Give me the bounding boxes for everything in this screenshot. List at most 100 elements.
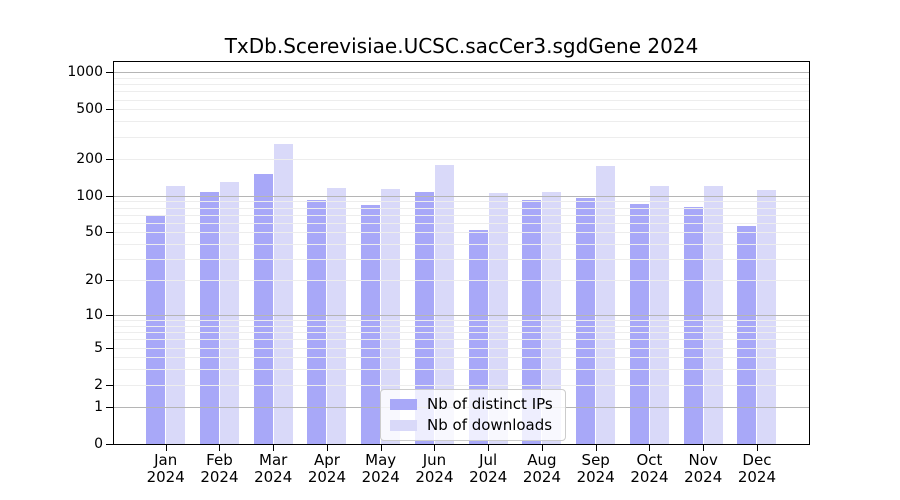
y-tick-label: 20 — [85, 272, 103, 289]
legend: Nb of distinct IPs Nb of downloads — [380, 389, 566, 441]
grid-line-minor — [114, 91, 809, 93]
x-tick-label: Jul 2024 — [448, 452, 528, 486]
x-tick-label: Jan 2024 — [126, 452, 206, 486]
y-tick-label: 1000 — [67, 64, 103, 81]
x-tick-label: Aug 2024 — [502, 452, 582, 486]
grid-line-minor — [114, 121, 809, 123]
x-tick-label: Oct 2024 — [609, 452, 689, 486]
grid-line-minor — [114, 109, 809, 111]
y-tick-label: 0 — [94, 436, 103, 452]
x-tick-label: Sep 2024 — [556, 452, 636, 486]
y-tick — [106, 72, 113, 74]
bar-distinct-ips-nov — [683, 206, 703, 444]
bar-distinct-ips-apr — [307, 200, 327, 444]
grid-line-minor — [114, 369, 809, 371]
bar-distinct-ips-mar — [253, 173, 273, 444]
legend-swatch-downloads — [390, 420, 417, 431]
y-tick — [106, 158, 113, 160]
y-tick — [106, 109, 113, 111]
x-tick-year: 2024 — [684, 468, 723, 486]
y-tick — [106, 347, 113, 349]
bar-downloads-apr — [327, 188, 347, 444]
y-tick-label: 10 — [85, 306, 103, 323]
x-tick-year: 2024 — [361, 468, 400, 486]
x-tick-year: 2024 — [307, 468, 347, 486]
x-tick — [380, 445, 382, 451]
grid-line-minor — [114, 207, 809, 209]
grid-line-minor — [114, 332, 809, 334]
legend-label-distinct-ips: Nb of distinct IPs — [427, 395, 553, 413]
grid-line-minor — [114, 158, 809, 160]
x-tick-label: May 2024 — [341, 452, 421, 486]
x-tick-year: 2024 — [630, 468, 669, 486]
bar-downloads-nov — [703, 185, 723, 444]
bar-distinct-ips-feb — [199, 192, 219, 444]
grid-line-major — [114, 72, 809, 74]
x-tick-year: 2024 — [737, 468, 777, 486]
bar-distinct-ips-jan — [146, 215, 166, 444]
bar-downloads-jul — [488, 192, 508, 444]
x-tick — [756, 445, 758, 451]
y-tick-label: 1 — [94, 398, 103, 415]
x-tick — [326, 445, 328, 451]
grid-line-minor — [114, 339, 809, 341]
x-tick — [541, 445, 543, 451]
y-tick-label: 2 — [94, 376, 103, 393]
y-tick — [106, 195, 113, 197]
grid-line-minor — [114, 84, 809, 86]
grid-line-minor — [114, 77, 809, 79]
x-tick — [434, 445, 436, 451]
bar-downloads-jun — [434, 165, 454, 444]
grid-line-minor — [114, 320, 809, 322]
x-tick — [595, 445, 597, 451]
y-tick — [106, 314, 113, 316]
grid-line-minor — [114, 325, 809, 327]
x-tick-year: 2024 — [576, 468, 615, 486]
x-tick-label: Nov 2024 — [663, 452, 743, 486]
x-tick-month: Nov — [688, 451, 718, 469]
grid-line-major — [114, 314, 809, 316]
y-tick — [106, 232, 113, 234]
bar-downloads-mar — [273, 143, 293, 444]
x-tick-year: 2024 — [254, 468, 293, 486]
x-tick-month: Sep — [581, 451, 610, 469]
x-tick-month: May — [365, 451, 397, 469]
grid-line-minor — [114, 357, 809, 359]
x-tick-month: Mar — [259, 451, 288, 469]
x-tick-year: 2024 — [469, 468, 508, 486]
x-tick-label: Jun 2024 — [394, 452, 474, 486]
grid-line-minor — [114, 244, 809, 246]
grid-line-minor — [114, 136, 809, 138]
x-tick-month: Jan — [154, 451, 178, 469]
y-tick-label: 50 — [85, 224, 103, 241]
x-tick — [219, 445, 221, 451]
bar-downloads-dec — [757, 190, 777, 444]
x-tick-label: Apr 2024 — [287, 452, 367, 486]
x-tick — [703, 445, 705, 451]
x-tick-year: 2024 — [415, 468, 454, 486]
bar-distinct-ips-oct — [629, 204, 649, 444]
x-tick-year: 2024 — [146, 468, 185, 486]
y-tick-label: 500 — [76, 101, 103, 118]
x-tick-month: Oct — [636, 451, 663, 469]
grid-line-minor — [114, 347, 809, 349]
grid-line-minor — [114, 214, 809, 216]
grid-line-minor — [114, 232, 809, 234]
x-tick — [649, 445, 651, 451]
legend-item-distinct-ips: Nb of distinct IPs — [390, 396, 553, 413]
bar-downloads-feb — [219, 182, 239, 444]
y-tick-label: 5 — [94, 339, 103, 356]
x-tick-month: Jun — [422, 451, 447, 469]
x-tick-month: Dec — [742, 451, 772, 469]
y-tick-label: 200 — [76, 150, 103, 167]
y-tick — [106, 406, 113, 408]
x-tick — [488, 445, 490, 451]
grid-line-minor — [114, 99, 809, 101]
legend-swatch-distinct-ips — [390, 399, 417, 410]
chart-title: TxDb.Scerevisiae.UCSC.sacCer3.sgdGene 20… — [224, 34, 699, 58]
grid-line-major — [114, 195, 809, 197]
x-tick-label: Dec 2024 — [717, 452, 797, 486]
y-tick — [106, 384, 113, 386]
x-tick-month: Feb — [206, 451, 233, 469]
x-tick — [165, 445, 167, 451]
